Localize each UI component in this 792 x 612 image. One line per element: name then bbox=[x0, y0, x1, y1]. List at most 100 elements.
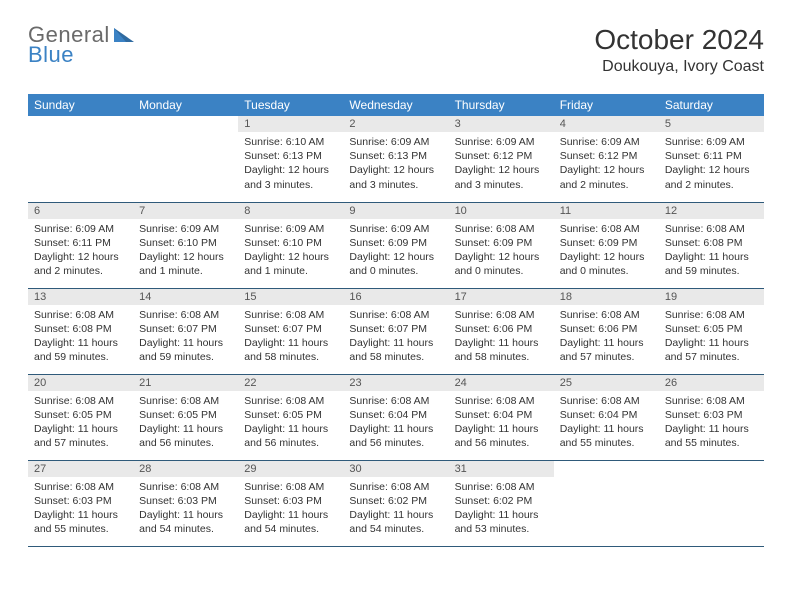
day-data: Sunrise: 6:09 AMSunset: 6:11 PMDaylight:… bbox=[659, 132, 764, 198]
sunrise-text: Sunrise: 6:09 AM bbox=[349, 222, 442, 236]
calendar-cell: 17Sunrise: 6:08 AMSunset: 6:06 PMDayligh… bbox=[449, 288, 554, 374]
day-data: Sunrise: 6:09 AMSunset: 6:13 PMDaylight:… bbox=[343, 132, 448, 198]
daylight-text: Daylight: 11 hours and 58 minutes. bbox=[244, 336, 337, 364]
day-data: Sunrise: 6:09 AMSunset: 6:09 PMDaylight:… bbox=[343, 219, 448, 285]
sunset-text: Sunset: 6:10 PM bbox=[244, 236, 337, 250]
calendar-cell: 18Sunrise: 6:08 AMSunset: 6:06 PMDayligh… bbox=[554, 288, 659, 374]
sunset-text: Sunset: 6:07 PM bbox=[349, 322, 442, 336]
calendar-cell: 23Sunrise: 6:08 AMSunset: 6:04 PMDayligh… bbox=[343, 374, 448, 460]
sunrise-text: Sunrise: 6:08 AM bbox=[139, 480, 232, 494]
day-number: 14 bbox=[133, 289, 238, 305]
daylight-text: Daylight: 11 hours and 59 minutes. bbox=[139, 336, 232, 364]
day-data: Sunrise: 6:08 AMSunset: 6:05 PMDaylight:… bbox=[238, 391, 343, 457]
sunset-text: Sunset: 6:04 PM bbox=[349, 408, 442, 422]
daylight-text: Daylight: 12 hours and 3 minutes. bbox=[244, 163, 337, 191]
day-number: 4 bbox=[554, 116, 659, 132]
day-number: 2 bbox=[343, 116, 448, 132]
day-number: 26 bbox=[659, 375, 764, 391]
sunset-text: Sunset: 6:09 PM bbox=[455, 236, 548, 250]
calendar-cell: 29Sunrise: 6:08 AMSunset: 6:03 PMDayligh… bbox=[238, 460, 343, 546]
sunset-text: Sunset: 6:06 PM bbox=[560, 322, 653, 336]
calendar-row: 13Sunrise: 6:08 AMSunset: 6:08 PMDayligh… bbox=[28, 288, 764, 374]
sunset-text: Sunset: 6:07 PM bbox=[244, 322, 337, 336]
sunrise-text: Sunrise: 6:08 AM bbox=[34, 480, 127, 494]
calendar-cell: 20Sunrise: 6:08 AMSunset: 6:05 PMDayligh… bbox=[28, 374, 133, 460]
sunrise-text: Sunrise: 6:08 AM bbox=[244, 308, 337, 322]
daylight-text: Daylight: 12 hours and 0 minutes. bbox=[349, 250, 442, 278]
day-data: Sunrise: 6:09 AMSunset: 6:10 PMDaylight:… bbox=[133, 219, 238, 285]
day-data: Sunrise: 6:08 AMSunset: 6:09 PMDaylight:… bbox=[554, 219, 659, 285]
calendar-row: 1Sunrise: 6:10 AMSunset: 6:13 PMDaylight… bbox=[28, 116, 764, 202]
day-data: Sunrise: 6:08 AMSunset: 6:05 PMDaylight:… bbox=[659, 305, 764, 371]
calendar-cell: 10Sunrise: 6:08 AMSunset: 6:09 PMDayligh… bbox=[449, 202, 554, 288]
sunrise-text: Sunrise: 6:09 AM bbox=[665, 135, 758, 149]
sunset-text: Sunset: 6:13 PM bbox=[349, 149, 442, 163]
sunset-text: Sunset: 6:02 PM bbox=[349, 494, 442, 508]
sunset-text: Sunset: 6:09 PM bbox=[560, 236, 653, 250]
day-data: Sunrise: 6:08 AMSunset: 6:04 PMDaylight:… bbox=[449, 391, 554, 457]
sunrise-text: Sunrise: 6:08 AM bbox=[34, 394, 127, 408]
calendar-cell: 1Sunrise: 6:10 AMSunset: 6:13 PMDaylight… bbox=[238, 116, 343, 202]
sunrise-text: Sunrise: 6:08 AM bbox=[665, 394, 758, 408]
title-block: October 2024 Doukouya, Ivory Coast bbox=[594, 24, 764, 76]
day-number: 8 bbox=[238, 203, 343, 219]
calendar-cell: 12Sunrise: 6:08 AMSunset: 6:08 PMDayligh… bbox=[659, 202, 764, 288]
day-data: Sunrise: 6:08 AMSunset: 6:02 PMDaylight:… bbox=[449, 477, 554, 543]
calendar-cell: 22Sunrise: 6:08 AMSunset: 6:05 PMDayligh… bbox=[238, 374, 343, 460]
day-data: Sunrise: 6:08 AMSunset: 6:07 PMDaylight:… bbox=[133, 305, 238, 371]
calendar-row: 27Sunrise: 6:08 AMSunset: 6:03 PMDayligh… bbox=[28, 460, 764, 546]
sunrise-text: Sunrise: 6:08 AM bbox=[139, 308, 232, 322]
sunset-text: Sunset: 6:04 PM bbox=[455, 408, 548, 422]
sunrise-text: Sunrise: 6:08 AM bbox=[244, 394, 337, 408]
day-number: 12 bbox=[659, 203, 764, 219]
logo-triangle-icon bbox=[114, 24, 134, 46]
calendar-cell: 6Sunrise: 6:09 AMSunset: 6:11 PMDaylight… bbox=[28, 202, 133, 288]
weekday-header: Wednesday bbox=[343, 94, 448, 116]
day-data: Sunrise: 6:09 AMSunset: 6:10 PMDaylight:… bbox=[238, 219, 343, 285]
sunset-text: Sunset: 6:09 PM bbox=[349, 236, 442, 250]
daylight-text: Daylight: 11 hours and 54 minutes. bbox=[139, 508, 232, 536]
sunrise-text: Sunrise: 6:08 AM bbox=[665, 308, 758, 322]
calendar-cell: 2Sunrise: 6:09 AMSunset: 6:13 PMDaylight… bbox=[343, 116, 448, 202]
weekday-header: Friday bbox=[554, 94, 659, 116]
daylight-text: Daylight: 11 hours and 56 minutes. bbox=[244, 422, 337, 450]
day-data: Sunrise: 6:08 AMSunset: 6:03 PMDaylight:… bbox=[238, 477, 343, 543]
calendar-cell bbox=[554, 460, 659, 546]
sunrise-text: Sunrise: 6:08 AM bbox=[349, 308, 442, 322]
sunset-text: Sunset: 6:11 PM bbox=[34, 236, 127, 250]
day-number: 6 bbox=[28, 203, 133, 219]
day-data: Sunrise: 6:08 AMSunset: 6:05 PMDaylight:… bbox=[133, 391, 238, 457]
sunrise-text: Sunrise: 6:08 AM bbox=[455, 480, 548, 494]
day-number: 11 bbox=[554, 203, 659, 219]
daylight-text: Daylight: 11 hours and 53 minutes. bbox=[455, 508, 548, 536]
sunset-text: Sunset: 6:02 PM bbox=[455, 494, 548, 508]
calendar-cell bbox=[659, 460, 764, 546]
daylight-text: Daylight: 11 hours and 54 minutes. bbox=[244, 508, 337, 536]
weekday-header: Sunday bbox=[28, 94, 133, 116]
sunrise-text: Sunrise: 6:08 AM bbox=[139, 394, 232, 408]
day-data: Sunrise: 6:09 AMSunset: 6:11 PMDaylight:… bbox=[28, 219, 133, 285]
sunrise-text: Sunrise: 6:08 AM bbox=[455, 222, 548, 236]
weekday-header: Saturday bbox=[659, 94, 764, 116]
calendar-table: Sunday Monday Tuesday Wednesday Thursday… bbox=[28, 94, 764, 547]
day-number: 21 bbox=[133, 375, 238, 391]
sunset-text: Sunset: 6:04 PM bbox=[560, 408, 653, 422]
day-number: 15 bbox=[238, 289, 343, 305]
calendar-cell: 19Sunrise: 6:08 AMSunset: 6:05 PMDayligh… bbox=[659, 288, 764, 374]
calendar-cell: 14Sunrise: 6:08 AMSunset: 6:07 PMDayligh… bbox=[133, 288, 238, 374]
sunrise-text: Sunrise: 6:09 AM bbox=[455, 135, 548, 149]
sunrise-text: Sunrise: 6:09 AM bbox=[244, 222, 337, 236]
day-data: Sunrise: 6:08 AMSunset: 6:04 PMDaylight:… bbox=[343, 391, 448, 457]
day-data: Sunrise: 6:08 AMSunset: 6:05 PMDaylight:… bbox=[28, 391, 133, 457]
daylight-text: Daylight: 11 hours and 59 minutes. bbox=[665, 250, 758, 278]
sunrise-text: Sunrise: 6:08 AM bbox=[560, 394, 653, 408]
day-data: Sunrise: 6:08 AMSunset: 6:03 PMDaylight:… bbox=[659, 391, 764, 457]
day-data: Sunrise: 6:08 AMSunset: 6:08 PMDaylight:… bbox=[28, 305, 133, 371]
day-number: 3 bbox=[449, 116, 554, 132]
day-number: 17 bbox=[449, 289, 554, 305]
calendar-cell: 21Sunrise: 6:08 AMSunset: 6:05 PMDayligh… bbox=[133, 374, 238, 460]
calendar-cell: 11Sunrise: 6:08 AMSunset: 6:09 PMDayligh… bbox=[554, 202, 659, 288]
day-number: 20 bbox=[28, 375, 133, 391]
calendar-body: 1Sunrise: 6:10 AMSunset: 6:13 PMDaylight… bbox=[28, 116, 764, 546]
calendar-cell bbox=[28, 116, 133, 202]
